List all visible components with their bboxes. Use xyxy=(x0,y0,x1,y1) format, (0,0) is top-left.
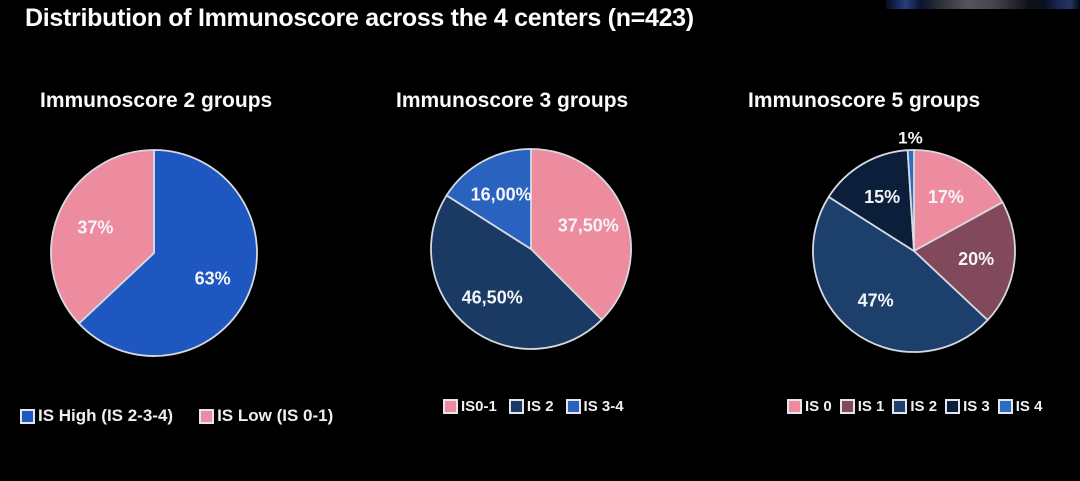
pie-legend: IS0-1 IS 2 IS 3-4 xyxy=(443,398,624,415)
pie-slice xyxy=(812,195,989,353)
chart-title: Immunoscore 2 groups xyxy=(40,89,273,112)
legend-swatch xyxy=(443,399,458,414)
legend-swatch xyxy=(892,399,908,414)
slice-percentage-label: 46,50% xyxy=(462,287,523,307)
legend-label: IS 4 xyxy=(1015,398,1043,415)
legend-swatch xyxy=(508,399,524,414)
legend-label: IS 0 xyxy=(805,398,832,415)
legend-item: IS0-1 xyxy=(443,398,497,415)
legend-item: IS 0 xyxy=(787,398,832,415)
legend-swatch xyxy=(839,399,855,414)
pie-chart: 63% 37% xyxy=(50,149,258,357)
legend-item: IS 2 xyxy=(892,398,937,415)
legend-item: IS High (IS 2-3-4) xyxy=(20,406,173,426)
pie-slice xyxy=(913,149,1004,252)
slice-percentage-label: 16,00% xyxy=(471,185,532,205)
legend-swatch xyxy=(565,399,581,414)
slice-percentage-label: 15% xyxy=(864,187,900,207)
slice-percentage-label: 37,50% xyxy=(558,215,619,235)
legend-label: IS Low (IS 0-1) xyxy=(217,406,334,425)
chart-title: Immunoscore 5 groups xyxy=(748,89,981,112)
legend-label: IS 1 xyxy=(857,398,885,415)
legend-swatch xyxy=(787,399,802,414)
legend-swatch xyxy=(20,408,35,424)
slice-percentage-label: 17% xyxy=(928,187,964,207)
pie-slice xyxy=(445,148,532,250)
legend-item: IS 2 xyxy=(508,398,554,415)
pie-slice xyxy=(78,149,258,357)
legend-label: IS0-1 xyxy=(461,398,497,415)
slice-percentage-label: 37% xyxy=(77,218,113,238)
legend-item: IS 3 xyxy=(945,398,990,415)
legend-label: IS High (IS 2-3-4) xyxy=(38,406,174,425)
webcam-video-fragment xyxy=(886,0,1080,9)
legend-label: IS 2 xyxy=(526,398,554,415)
pie-legend: IS High (IS 2-3-4) IS Low (IS 0-1) xyxy=(20,406,333,426)
chart-title: Immunoscore 3 groups xyxy=(396,89,629,112)
pie-chart: 17% 20% 47% 15% 1% xyxy=(812,128,1016,353)
pie-slice xyxy=(906,149,915,252)
legend-label: IS 3 xyxy=(963,398,990,415)
slice-percentage-label: 63% xyxy=(195,268,231,288)
pie-slice xyxy=(913,201,1016,322)
slice-percentage-label: 1% xyxy=(898,128,923,147)
legend-swatch xyxy=(997,399,1013,414)
legend-swatch xyxy=(945,399,961,414)
pie-slice xyxy=(430,194,603,350)
legend-item: IS 1 xyxy=(839,398,885,415)
pie-legend: IS 0 IS 1 IS 2 IS 3 IS 4 xyxy=(787,398,1042,415)
legend-label: IS 2 xyxy=(910,398,938,415)
pie-slice xyxy=(50,149,155,325)
page-title: Distribution of Immunoscore across the 4… xyxy=(25,4,694,32)
slice-percentage-label: 20% xyxy=(958,249,994,269)
pie-slice xyxy=(530,148,632,321)
pie-slice xyxy=(827,149,915,252)
slice-percentage-label: 47% xyxy=(858,291,894,311)
legend-item: IS 4 xyxy=(997,398,1043,415)
legend-item: IS 3-4 xyxy=(565,398,624,415)
pie-chart: 37,50% 46,50% 16,00% xyxy=(430,148,632,350)
legend-item: IS Low (IS 0-1) xyxy=(199,406,333,426)
legend-label: IS 3-4 xyxy=(583,398,624,415)
legend-swatch xyxy=(199,408,215,424)
